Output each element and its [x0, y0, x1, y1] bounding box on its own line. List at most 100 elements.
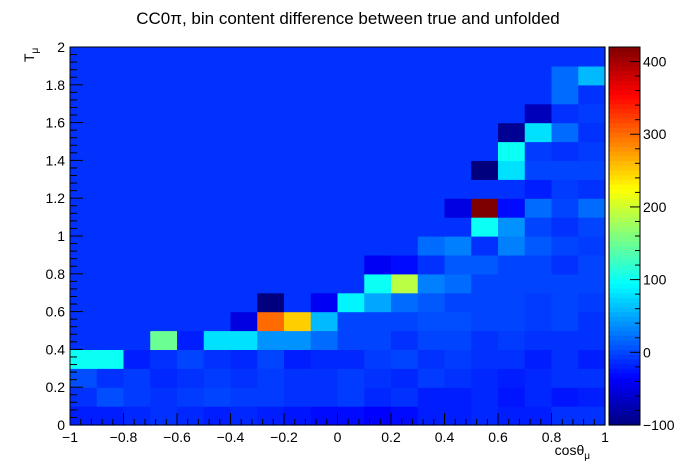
heatmap-cell: [177, 236, 205, 256]
heatmap-cell: [177, 103, 205, 124]
heatmap-cell: [524, 179, 553, 199]
heatmap-cell: [578, 387, 606, 407]
heatmap-cell: [230, 311, 258, 332]
heatmap-cell: [364, 84, 392, 105]
heatmap-cell: [96, 141, 125, 161]
heatmap-cell: [524, 406, 553, 426]
color-bar-segment: [609, 339, 640, 346]
heatmap-cell: [284, 84, 312, 105]
heatmap-cell: [578, 141, 606, 161]
heatmap-cell: [123, 65, 151, 86]
heatmap-cell: [498, 406, 526, 426]
x-tick-label: 1: [601, 429, 609, 445]
heatmap-cell: [498, 103, 526, 124]
heatmap-cell: [364, 387, 392, 407]
heatmap-cell: [177, 368, 205, 388]
x-tick-label: −0.6: [163, 429, 191, 445]
heatmap-cell: [177, 349, 205, 369]
heatmap-cell: [524, 311, 553, 332]
heatmap-cell: [257, 65, 285, 86]
heatmap-cell: [578, 254, 606, 275]
y-tick-label: 0.8: [46, 266, 66, 282]
heatmap-cell: [364, 217, 392, 237]
heatmap-cell: [498, 368, 526, 388]
heatmap-cell: [391, 122, 419, 143]
heatmap-cell: [391, 103, 419, 124]
heatmap-cell: [551, 368, 579, 388]
color-bar-segment: [609, 410, 640, 417]
heatmap-cell: [578, 103, 606, 124]
heatmap-cell: [524, 330, 553, 350]
heatmap-cell: [96, 160, 125, 180]
heatmap-cell: [123, 254, 151, 275]
heatmap-cell: [364, 141, 392, 161]
heatmap-cell: [551, 349, 579, 369]
color-bar-segment: [609, 226, 640, 232]
heatmap-cell: [96, 122, 125, 143]
x-tick-label: 0.2: [381, 429, 401, 445]
heatmap-cell: [524, 198, 553, 218]
heatmap-cell: [551, 141, 579, 161]
heatmap-cell: [524, 292, 553, 313]
heatmap-cell: [391, 368, 419, 388]
heatmap-cell: [444, 368, 472, 388]
color-bar-segment: [609, 150, 640, 157]
color-bar-segment: [609, 113, 640, 119]
color-bar-segment: [609, 321, 640, 327]
heatmap-cell: [123, 103, 151, 124]
heatmap-cell: [578, 217, 606, 237]
heatmap-cell: [203, 273, 232, 294]
heatmap-cell: [284, 160, 312, 180]
heatmap-cell: [551, 330, 579, 350]
heatmap-cell: [417, 103, 446, 124]
heatmap-cell: [284, 292, 312, 313]
color-bar-segment: [609, 207, 640, 213]
heatmap-cell: [177, 179, 205, 199]
heatmap-cell: [524, 236, 553, 256]
heatmap-cell: [417, 47, 446, 67]
heatmap-cell: [70, 349, 98, 369]
color-bar-segment: [609, 174, 640, 180]
heatmap-cell: [284, 141, 312, 161]
heatmap-cell: [444, 387, 472, 407]
heatmap-cell: [498, 217, 526, 237]
heatmap-cell: [123, 122, 151, 143]
heatmap-cell: [551, 236, 579, 256]
heatmap-cell: [284, 311, 312, 332]
heatmap-cell: [70, 254, 98, 275]
heatmap-cell: [524, 387, 553, 407]
heatmap-cell: [417, 330, 446, 350]
heatmap-cell: [578, 198, 606, 218]
heatmap-cell: [524, 160, 553, 180]
heatmap-cell: [471, 122, 499, 143]
color-bar-segment: [609, 382, 640, 388]
heatmap-cell: [284, 198, 312, 218]
heatmap-cell: [498, 141, 526, 161]
heatmap-cell: [257, 122, 285, 143]
heatmap-cell: [417, 236, 446, 256]
heatmap-cell: [96, 47, 125, 67]
heatmap-cell: [150, 47, 178, 67]
heatmap-cell: [578, 160, 606, 180]
heatmap-cell: [524, 122, 553, 143]
color-bar-segment: [609, 103, 640, 110]
color-bar-segment: [609, 108, 640, 114]
heatmap-cell: [364, 368, 392, 388]
heatmap-cell: [444, 65, 472, 86]
heatmap-cell: [444, 141, 472, 161]
heatmap-cell: [391, 406, 419, 426]
heatmap-cell: [391, 198, 419, 218]
heatmap-cell: [524, 65, 553, 86]
heatmap-cell: [444, 179, 472, 199]
x-tick-label: −1: [62, 429, 78, 445]
heatmap-cell: [444, 254, 472, 275]
color-bar-segment: [609, 406, 640, 412]
heatmap-cell: [551, 273, 579, 294]
heatmap-cell: [123, 368, 151, 388]
heatmap-cell: [257, 198, 285, 218]
heatmap-cell: [551, 65, 579, 86]
heatmap-cell: [337, 141, 365, 161]
heatmap-cell: [471, 368, 499, 388]
heatmap-cell: [257, 368, 285, 388]
color-bar-tick-label: 200: [643, 199, 667, 215]
